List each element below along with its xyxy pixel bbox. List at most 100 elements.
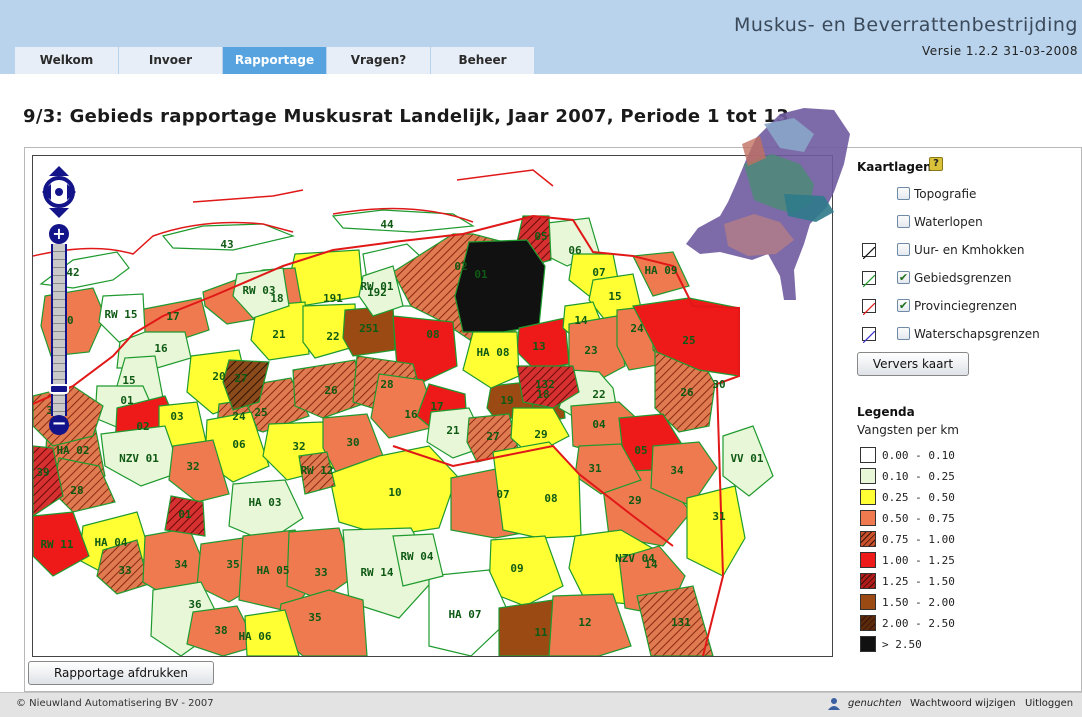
region-label: 20 [212, 370, 225, 383]
zoom-slider-handle[interactable] [49, 384, 69, 394]
question-icon[interactable]: ? [929, 157, 943, 171]
app-version: Versie 1.2.2 31-03-2008 [922, 44, 1078, 58]
layer-checkbox[interactable] [897, 215, 910, 228]
wadden-islands-outline [33, 169, 554, 257]
region-label: 08 [426, 328, 439, 341]
map-region[interactable] [722, 425, 774, 497]
region-label: 32 [292, 440, 305, 453]
print-report-button[interactable]: Rapportage afdrukken [28, 661, 214, 685]
region-label: 17 [166, 310, 179, 323]
map-region[interactable] [428, 569, 512, 656]
map-region[interactable] [100, 425, 182, 487]
layer-row-gebiedsgrenzen[interactable]: ✔ Gebiedsgrenzen [860, 269, 1070, 288]
tab-invoer[interactable]: Invoer [119, 47, 222, 74]
map-region[interactable] [96, 539, 150, 595]
region-label: 16 [154, 342, 168, 355]
map-region[interactable] [331, 209, 475, 233]
layer-checkbox[interactable] [897, 187, 910, 200]
map-region[interactable] [228, 479, 304, 543]
region-label: 251 [359, 322, 379, 335]
tab-welkom[interactable]: Welkom [15, 47, 118, 74]
zoom-slider-track[interactable] [51, 244, 67, 416]
map-region[interactable] [244, 609, 300, 656]
region-label: 08 [544, 492, 557, 505]
map-region[interactable] [328, 445, 458, 537]
tab-vragen[interactable]: Vragen? [327, 47, 430, 74]
region-label: 09 [510, 562, 523, 575]
map-region[interactable] [392, 533, 444, 587]
layer-checkbox[interactable] [897, 243, 910, 256]
map-region[interactable] [568, 315, 626, 381]
map-region[interactable] [168, 439, 230, 503]
legend-label: 0.50 - 0.75 [882, 512, 955, 525]
change-password-link[interactable]: Wachtwoord wijzigen [910, 698, 1016, 709]
map-region[interactable] [33, 445, 64, 517]
region-label: 01 [120, 394, 134, 407]
legend-item: 1.25 - 1.50 [860, 572, 1060, 589]
region-label: 22 [326, 330, 339, 343]
map-region[interactable] [632, 251, 690, 297]
map-region[interactable] [292, 359, 364, 419]
map-region[interactable] [650, 441, 718, 507]
map-region[interactable] [98, 293, 146, 343]
map-region[interactable] [161, 223, 295, 251]
map-region[interactable] [462, 331, 520, 389]
map-region[interactable] [302, 303, 358, 359]
map-region[interactable] [686, 485, 746, 577]
region-label: 43 [220, 238, 233, 251]
region-label: 06 [232, 438, 246, 451]
logout-link[interactable]: Uitloggen [1025, 698, 1074, 709]
map-region[interactable] [298, 451, 336, 495]
layer-checkbox[interactable] [897, 327, 910, 340]
map-region[interactable] [164, 495, 206, 537]
zoom-in-button[interactable]: + [49, 224, 69, 244]
region-label: 28 [70, 484, 83, 497]
region-label: RW 14 [360, 566, 393, 579]
region-label: VV 01 [730, 452, 763, 465]
region-label: 44 [380, 218, 394, 231]
region-label: 33 [118, 564, 131, 577]
legend-swatch [860, 573, 876, 589]
region-label: HA 08 [476, 346, 509, 359]
region-label: 28 [380, 378, 393, 391]
map-region[interactable] [358, 265, 404, 317]
layer-label: Topografie [914, 187, 977, 201]
layer-row-waterschapsgrenzen[interactable]: Waterschapsgrenzen [860, 325, 1070, 344]
region-label: 14 [574, 314, 588, 327]
map-region[interactable] [516, 365, 580, 409]
pan-control[interactable] [42, 166, 76, 218]
region-label: 131 [671, 616, 691, 629]
region-label: 39 [36, 466, 49, 479]
layer-row-provinciegrenzen[interactable]: ✔ Provinciegrenzen [860, 297, 1070, 316]
map-region[interactable] [548, 593, 632, 656]
layers-title: Kaartlagen [857, 160, 932, 174]
region-label: 11 [534, 626, 548, 639]
legend-swatch [860, 636, 876, 652]
map-region[interactable] [370, 373, 440, 439]
tab-beheer[interactable]: Beheer [431, 47, 534, 74]
layer-row-kmhokken[interactable]: Uur- en Kmhokken [860, 241, 1070, 260]
map-region[interactable] [454, 239, 546, 333]
map-region[interactable] [286, 527, 356, 601]
zoom-out-button[interactable]: − [49, 415, 69, 435]
map-region[interactable] [250, 301, 310, 361]
layer-row-waterlopen[interactable]: Waterlopen [860, 213, 1070, 231]
refresh-map-button[interactable]: Ververs kaart [857, 352, 969, 376]
layer-checkbox[interactable]: ✔ [897, 299, 910, 312]
legend-label: 1.00 - 1.25 [882, 554, 955, 567]
layer-row-topografie[interactable]: Topografie [860, 185, 1070, 203]
map-region[interactable] [222, 359, 270, 411]
region-label: 24 [232, 410, 246, 423]
region-label: 16 [404, 408, 418, 421]
region-label: HA 03 [248, 496, 281, 509]
layer-checkbox[interactable]: ✔ [897, 271, 910, 284]
legend-swatch [860, 594, 876, 610]
legend-item: 1.00 - 1.25 [860, 551, 1060, 568]
region-label: 192 [367, 286, 387, 299]
map-region[interactable] [33, 511, 90, 577]
tab-rapportage[interactable]: Rapportage [223, 47, 326, 74]
map-region[interactable] [636, 585, 714, 656]
layer-swatch-icon [862, 243, 876, 260]
user-icon [828, 698, 840, 710]
map-region[interactable] [186, 605, 258, 656]
